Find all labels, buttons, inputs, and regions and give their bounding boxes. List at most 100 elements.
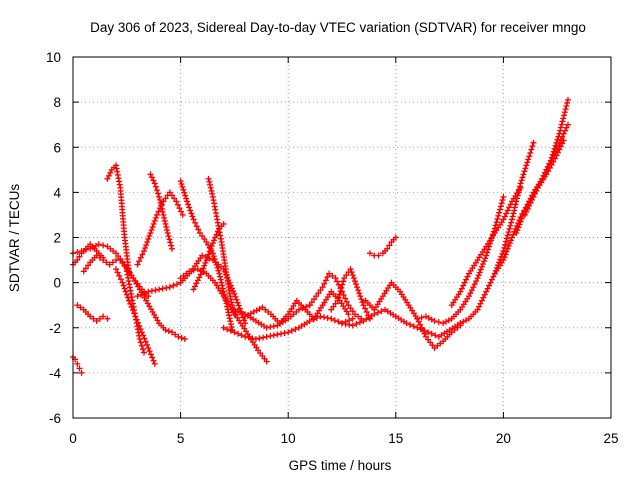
data-point [350, 275, 357, 282]
axis-ticks [72, 56, 612, 419]
data-point [181, 336, 188, 343]
x-tick-label: 25 [603, 431, 618, 446]
data-point [74, 249, 81, 256]
data-point [234, 299, 241, 306]
data-point [175, 333, 182, 340]
data-point [561, 112, 568, 119]
data-point [103, 259, 110, 266]
data-point [203, 257, 210, 264]
data-point [515, 224, 522, 231]
data-point [560, 130, 567, 137]
data-point [506, 204, 513, 211]
data-point [564, 99, 571, 106]
data-point [349, 272, 356, 279]
data-point [319, 284, 326, 291]
data-point [114, 269, 121, 276]
data-point [117, 257, 124, 264]
data-point [340, 292, 347, 299]
data-point [310, 316, 317, 323]
data-point [224, 326, 231, 333]
data-point [503, 248, 510, 255]
data-point [263, 358, 270, 365]
data-point [386, 242, 393, 249]
data-point [321, 280, 328, 287]
data-point [358, 296, 365, 303]
data-point [517, 180, 524, 187]
data-point [528, 146, 535, 153]
data-point [212, 234, 219, 241]
data-point [509, 234, 516, 241]
data-point [560, 115, 567, 122]
data-point [147, 171, 154, 178]
data-point [196, 229, 203, 236]
data-point [351, 311, 358, 318]
data-point [166, 236, 173, 243]
data-point [501, 213, 508, 220]
data-point [355, 313, 362, 320]
data-point [511, 204, 518, 211]
data-point [141, 349, 148, 356]
data-point [138, 342, 145, 349]
data-point [235, 302, 242, 309]
data-point [347, 266, 354, 273]
data-point [353, 320, 360, 327]
data-point [172, 331, 179, 338]
data-point [190, 216, 197, 223]
data-point [533, 187, 540, 194]
data-point [267, 333, 274, 340]
data-point [148, 226, 155, 233]
data-point [342, 320, 349, 327]
data-point [190, 267, 197, 274]
data-point [418, 314, 425, 321]
data-point [139, 251, 146, 258]
data-point [496, 209, 503, 216]
data-point [519, 174, 526, 181]
data-point [93, 317, 100, 324]
data-point [159, 208, 166, 215]
data-point [558, 121, 565, 128]
data-point [420, 327, 427, 334]
data-point [335, 294, 342, 301]
data-point [564, 96, 571, 103]
data-point [85, 262, 92, 269]
data-point [511, 207, 518, 214]
data-point [141, 248, 148, 255]
data-point [384, 245, 391, 252]
data-point [526, 202, 533, 209]
data-point [476, 269, 483, 276]
data-point [186, 204, 193, 211]
data-point [527, 149, 534, 156]
data-point [306, 302, 313, 309]
data-point [338, 284, 345, 291]
data-point [336, 291, 343, 298]
data-point [180, 186, 187, 193]
data-point [166, 189, 173, 196]
data-point [157, 199, 164, 206]
data-point [196, 274, 203, 281]
data-point [242, 333, 249, 340]
data-point [106, 261, 113, 268]
data-point [345, 302, 352, 309]
data-point [315, 290, 322, 297]
data-point [324, 273, 331, 280]
data-point [142, 338, 149, 345]
data-point [139, 346, 146, 353]
data-point [144, 341, 151, 348]
data-point [363, 308, 370, 315]
data-point [263, 324, 270, 331]
data-point [560, 137, 567, 144]
data-point [475, 272, 482, 279]
data-point [163, 284, 170, 291]
data-point [349, 315, 356, 322]
data-point [252, 336, 259, 343]
data-point [138, 291, 145, 298]
data-point [329, 272, 336, 279]
data-point [544, 163, 551, 170]
data-point [231, 290, 238, 297]
data-point [518, 177, 525, 184]
data-point [496, 206, 503, 213]
data-point [155, 190, 162, 197]
data-point [267, 323, 274, 330]
y-tick-labels: -6 -4 -2 0 2 4 6 8 10 [46, 50, 62, 426]
data-point [524, 205, 531, 212]
